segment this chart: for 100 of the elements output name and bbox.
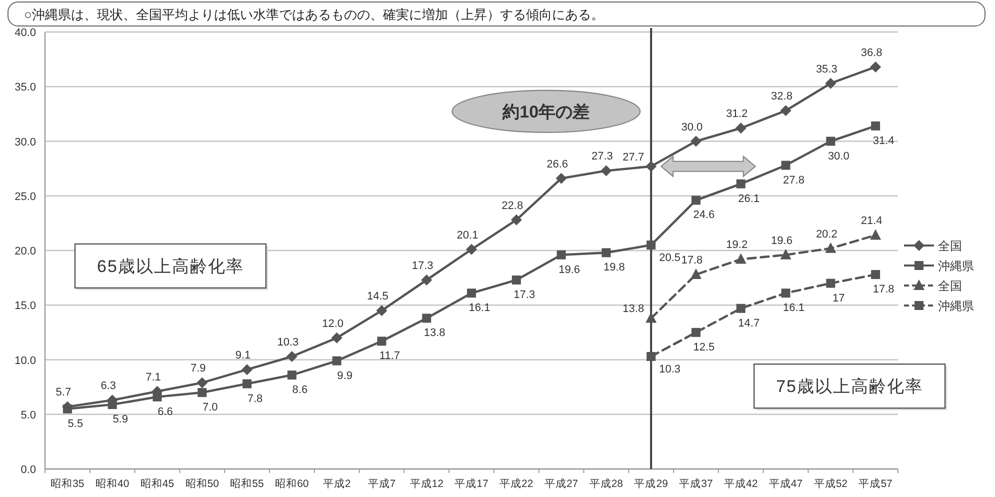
xtick: 平成37 xyxy=(679,478,713,490)
point xyxy=(286,350,298,362)
point xyxy=(512,275,521,284)
xtick: 平成12 xyxy=(410,478,444,490)
xtick: 平成57 xyxy=(858,478,892,490)
point xyxy=(826,136,836,146)
data-label: 11.7 xyxy=(379,350,400,362)
data-label: 32.8 xyxy=(771,90,792,103)
data-label: 6.6 xyxy=(158,406,173,418)
data-label: 13.8 xyxy=(622,303,644,316)
point xyxy=(646,240,656,250)
point xyxy=(735,253,746,264)
point xyxy=(556,172,567,184)
point xyxy=(646,160,657,172)
point xyxy=(602,248,611,258)
data-label: 19.2 xyxy=(726,239,748,252)
data-label: 31.4 xyxy=(872,134,894,147)
xtick: 昭和40 xyxy=(96,478,130,490)
point xyxy=(152,392,162,402)
point xyxy=(870,229,882,240)
point xyxy=(691,328,700,337)
data-label: 7.8 xyxy=(247,392,263,405)
point xyxy=(736,179,746,188)
data-label: 22.8 xyxy=(502,200,524,212)
xtick: 昭和55 xyxy=(230,478,264,490)
data-label: 19.6 xyxy=(558,264,580,276)
annotation: 約10年の差 xyxy=(502,102,590,122)
point xyxy=(871,121,880,130)
point xyxy=(826,278,836,288)
title: ○沖縄県は、現状、全国平均よりは低い水準ではあるものの、確実に増加（上昇）する傾向にある。 xyxy=(24,7,604,22)
point xyxy=(825,78,836,89)
legend-label: 沖縄県 xyxy=(938,299,974,313)
data-label: 20.5 xyxy=(659,252,680,264)
point xyxy=(242,364,253,376)
point xyxy=(871,270,880,280)
point xyxy=(646,312,657,323)
data-label: 27.7 xyxy=(622,151,644,164)
point xyxy=(825,242,836,253)
ytick: 30.0 xyxy=(14,136,36,148)
xtick: 平成52 xyxy=(814,478,848,490)
point xyxy=(646,352,656,361)
data-label: 7.9 xyxy=(190,362,206,375)
data-label: 27.3 xyxy=(591,150,613,163)
xtick: 平成7 xyxy=(368,478,396,490)
point xyxy=(62,404,72,414)
data-label: 26.6 xyxy=(546,158,568,170)
data-label: 16.1 xyxy=(783,302,804,314)
data-label: 31.2 xyxy=(726,108,748,120)
xtick: 平成42 xyxy=(724,478,758,490)
data-label: 17.8 xyxy=(872,284,894,296)
data-label: 17.8 xyxy=(681,254,703,267)
point xyxy=(422,314,432,323)
point xyxy=(510,214,522,226)
data-label: 12.0 xyxy=(322,318,344,330)
data-label: 19.8 xyxy=(603,262,625,274)
data-label: 26.1 xyxy=(738,192,760,205)
data-label: 35.3 xyxy=(816,63,838,76)
point xyxy=(196,377,208,388)
data-label: 19.6 xyxy=(771,234,792,247)
xtick: 平成22 xyxy=(500,478,534,490)
data-label: 10.3 xyxy=(277,336,299,348)
data-label: 20.2 xyxy=(816,228,838,240)
ytick: 35.0 xyxy=(14,82,36,94)
ytick: 20.0 xyxy=(14,246,36,258)
data-label: 14.7 xyxy=(738,317,760,330)
legend-label: 沖縄県 xyxy=(938,259,974,273)
point xyxy=(781,160,790,170)
ytick: 0.0 xyxy=(20,464,36,476)
ytick: 10.0 xyxy=(14,354,36,367)
point xyxy=(780,105,792,116)
point xyxy=(736,304,746,313)
point xyxy=(287,370,296,380)
data-label: 16.1 xyxy=(468,302,490,314)
point xyxy=(781,288,790,298)
point xyxy=(600,165,612,176)
xtick: 昭和60 xyxy=(275,478,309,490)
data-label: 17 xyxy=(832,292,845,304)
data-label: 20.1 xyxy=(456,229,478,242)
data-label: 36.8 xyxy=(860,46,882,59)
xtick: 平成2 xyxy=(322,478,351,490)
point xyxy=(690,136,702,147)
xtick: 平成29 xyxy=(634,478,668,490)
point xyxy=(376,305,388,316)
point xyxy=(377,336,386,346)
xtick: 昭和45 xyxy=(140,478,174,490)
legend-label: 全国 xyxy=(938,279,962,293)
data-label: 27.8 xyxy=(783,174,804,186)
data-label: 14.5 xyxy=(367,290,388,303)
point xyxy=(467,288,476,298)
annotation: 75歳以上高齢化率 xyxy=(776,377,923,396)
point xyxy=(466,244,477,255)
xtick: 平成28 xyxy=(589,478,624,490)
point xyxy=(331,332,342,344)
data-label: 17.3 xyxy=(514,289,536,301)
annotation: 65歳以上高齢化率 xyxy=(97,256,244,276)
xtick: 平成47 xyxy=(768,478,803,490)
data-label: 9.9 xyxy=(337,370,352,382)
point xyxy=(870,61,882,72)
data-label: 21.4 xyxy=(860,215,882,228)
data-label: 30.0 xyxy=(681,121,703,134)
